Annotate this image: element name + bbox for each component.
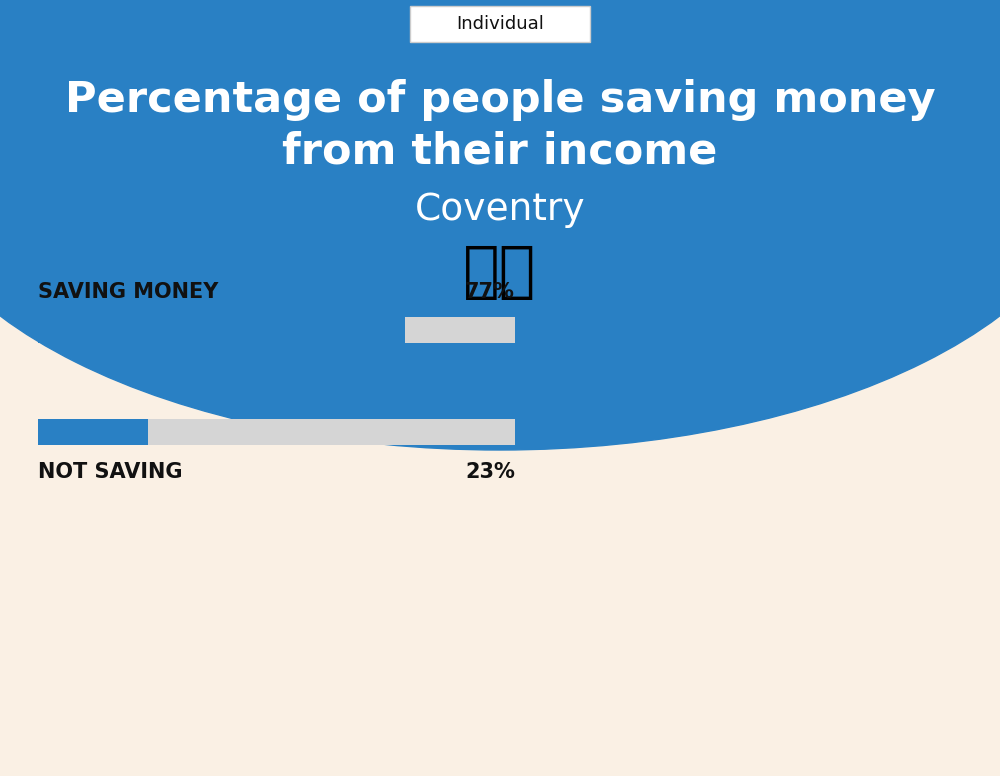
Bar [38, 317, 515, 343]
Text: Percentage of people saving money: Percentage of people saving money [65, 79, 935, 121]
Text: from their income: from their income [282, 131, 718, 173]
Bar [38, 419, 515, 445]
Text: Coventry: Coventry [415, 192, 585, 228]
Ellipse shape [0, 0, 1000, 450]
Bar [38, 419, 148, 445]
Bar [38, 317, 405, 343]
Text: 77%: 77% [465, 282, 515, 302]
Text: NOT SAVING: NOT SAVING [38, 462, 182, 482]
Text: 🇬🇧: 🇬🇧 [463, 242, 537, 302]
Text: Individual: Individual [456, 15, 544, 33]
FancyBboxPatch shape [410, 6, 590, 42]
Text: 23%: 23% [465, 462, 515, 482]
Text: SAVING MONEY: SAVING MONEY [38, 282, 218, 302]
